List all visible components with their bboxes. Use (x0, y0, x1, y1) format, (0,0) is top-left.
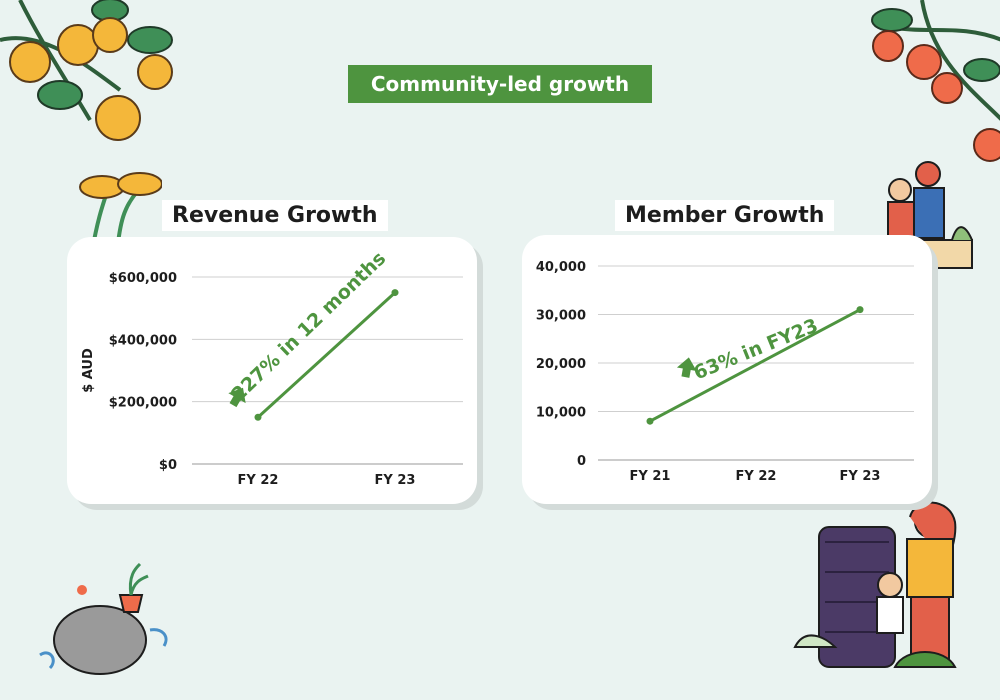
page-title-banner: Community-led growth (348, 65, 652, 103)
x-tick-label: FY 23 (375, 473, 416, 488)
y-tick-label: $200,000 (109, 396, 177, 411)
y-tick-label: 40,000 (536, 260, 586, 275)
x-tick-label: FY 22 (238, 473, 279, 488)
growth-annotation: 227% in 12 months (227, 247, 390, 408)
up-arrow-icon (676, 357, 697, 378)
data-point (254, 413, 262, 421)
y-axis-title: $ AUD (81, 348, 96, 393)
y-tick-label: 20,000 (536, 357, 586, 372)
growth-annotation-text: 227% in 12 months (227, 247, 390, 405)
y-tick-label: $400,000 (109, 333, 177, 348)
up-arrow-icon (228, 387, 246, 408)
series-line (649, 308, 861, 423)
revenue-chart-card: $0 $200,000 $400,000 $600,000 FY 22 FY 23 $ AU… (67, 237, 477, 504)
y-tick-label: $600,000 (109, 271, 177, 286)
yellow-flower-illustration (79, 172, 162, 253)
growth-annotation: 63% in FY23 (676, 315, 822, 385)
sweet-potato-plant-illustration (39, 562, 168, 675)
tomato-vine-illustration (871, 0, 1000, 162)
y-tick-label: $0 (159, 458, 177, 473)
orange-fruit-branch-illustration (0, 0, 173, 141)
member-chart: 0 10,000 20,000 30,000 40,000 FY 21 FY 22 FY 23… (536, 260, 914, 484)
page-title: Community-led growth (370, 72, 630, 96)
member-chart-title: Member Growth (615, 200, 835, 231)
x-tick-label: FY 22 (736, 469, 777, 484)
growth-annotation-text: 63% in FY23 (691, 315, 822, 385)
data-point (856, 306, 864, 314)
revenue-chart: $0 $200,000 $400,000 $600,000 FY 22 FY 23 $ AU… (81, 247, 463, 488)
data-point (391, 289, 399, 297)
data-point (646, 417, 654, 425)
revenue-chart-title: Revenue Growth (162, 200, 388, 231)
y-tick-label: 30,000 (536, 309, 586, 324)
y-tick-label: 10,000 (536, 406, 586, 421)
x-tick-label: FY 21 (630, 469, 671, 484)
y-tick-label: 0 (577, 454, 586, 469)
compost-bin-family-illustration (793, 501, 957, 668)
x-tick-label: FY 23 (840, 469, 881, 484)
member-chart-card: 0 10,000 20,000 30,000 40,000 FY 21 FY 22 FY 23… (522, 235, 932, 504)
series-line (256, 291, 397, 419)
